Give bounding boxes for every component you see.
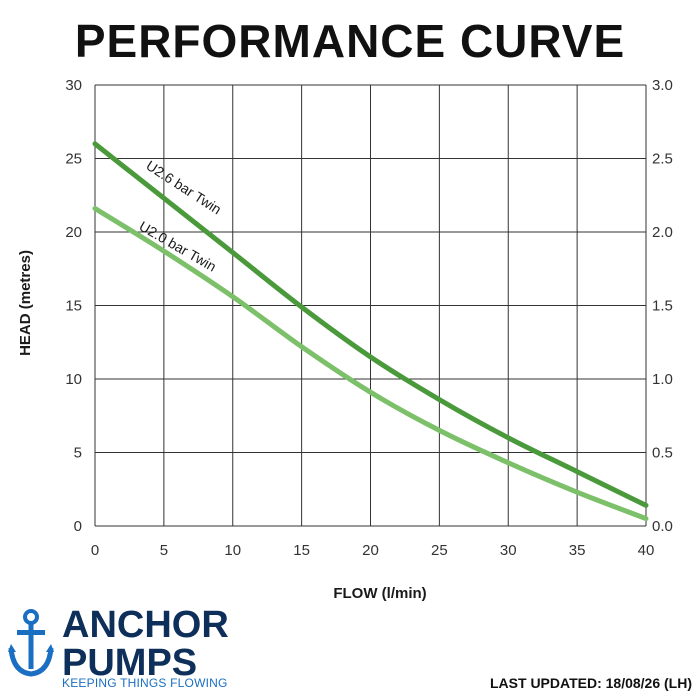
y2-tick-label: 1.5 <box>652 298 673 315</box>
y2-tick-label: 3.0 <box>652 77 673 94</box>
y-axis-title: HEAD (metres) <box>17 250 34 356</box>
brand-tagline: KEEPING THINGS FLOWING <box>62 676 228 690</box>
series-label-0: U2.6 bar Twin <box>143 157 224 217</box>
y-tick-label: 15 <box>65 298 82 315</box>
anchor-pumps-logo: ANCHOR PUMPS KEEPING THINGS FLOWING <box>8 606 248 696</box>
x-tick-label: 25 <box>431 542 448 559</box>
y2-tick-label: 2.0 <box>652 224 673 241</box>
x-tick-label: 5 <box>160 542 168 559</box>
chart-grid <box>94 84 647 527</box>
x-tick-label: 40 <box>638 542 655 559</box>
y-tick-label: 25 <box>65 151 82 168</box>
y-tick-label: 0 <box>74 518 82 535</box>
series-line-0 <box>92 141 649 508</box>
x-tick-label: 10 <box>224 542 241 559</box>
x-tick-label: 15 <box>293 542 310 559</box>
x-axis-title: FLOW (l/min) <box>333 585 426 602</box>
x-tick-label: 0 <box>91 542 99 559</box>
x-tick-label: 30 <box>500 542 517 559</box>
y-tick-label: 10 <box>65 371 82 388</box>
y-tick-label: 20 <box>65 224 82 241</box>
x-tick-label: 20 <box>362 542 379 559</box>
chart-title: PERFORMANCE CURVE <box>74 15 626 67</box>
brand-name-line1: ANCHOR <box>62 604 229 646</box>
y2-tick-label: 0.5 <box>652 445 673 462</box>
x-tick-label: 35 <box>569 542 586 559</box>
last-updated: LAST UPDATED: 18/08/26 (LH) <box>490 675 692 691</box>
y2-tick-label: 1.0 <box>652 371 673 388</box>
anchor-icon <box>8 609 54 677</box>
chart-ticks: 0 5 10 15 20 25 30 35 40 0 5 10 15 20 25 30 0.0 0.5 1.0 1.5… <box>65 77 673 559</box>
y2-tick-label: 0.0 <box>652 518 673 535</box>
series-label-1: U2.0 bar Twin <box>137 218 220 275</box>
y-tick-label: 30 <box>65 77 82 94</box>
y-tick-label: 5 <box>74 445 82 462</box>
chart-curves <box>92 141 649 522</box>
y2-tick-label: 2.5 <box>652 151 673 168</box>
brand-name-line2: PUMPS <box>62 642 198 684</box>
series-line-1 <box>92 206 649 522</box>
